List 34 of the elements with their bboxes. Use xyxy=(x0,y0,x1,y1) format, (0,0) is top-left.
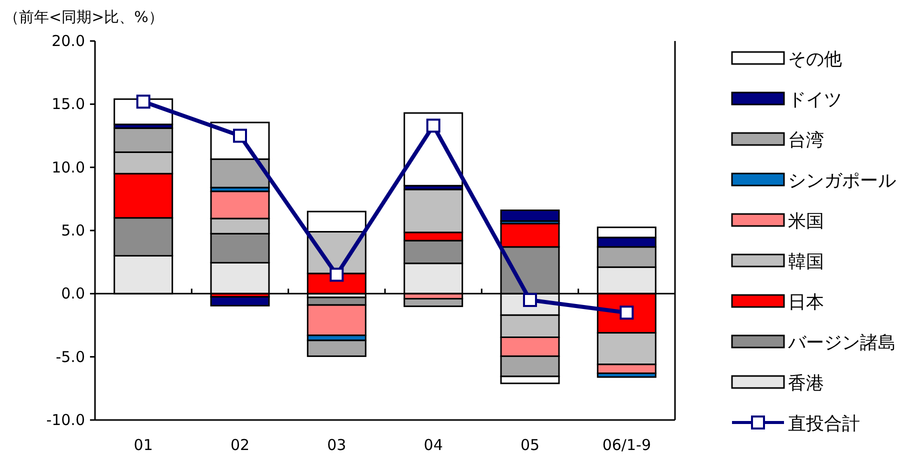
y-tick-label: 20.0 xyxy=(52,32,85,50)
x-tick-label: 04 xyxy=(424,436,443,454)
legend-label: その他 xyxy=(788,49,842,70)
legend-その他: その他 xyxy=(731,49,842,70)
x-tick-label: 06/1-9 xyxy=(602,436,651,454)
legend-label: シンガポール xyxy=(788,170,896,192)
x-tick-label: 03 xyxy=(327,436,346,454)
y-tick-label: 10.0 xyxy=(52,158,85,176)
y-tick-label: -5.0 xyxy=(56,348,85,366)
legend-日本: 日本 xyxy=(731,292,824,313)
y-tick-label: -10.0 xyxy=(46,411,85,429)
legend-label: 日本 xyxy=(788,292,824,313)
x-tick-label: 05 xyxy=(520,436,540,454)
legend-香港: 香港 xyxy=(731,373,824,394)
legend-ドイツ: ドイツ xyxy=(731,90,842,110)
legend-label: 直投合計 xyxy=(788,414,860,434)
legend-label: 米国 xyxy=(788,211,824,232)
y-tick-label: 15.0 xyxy=(52,95,85,114)
legend-label: 香港 xyxy=(788,373,824,394)
legend-label: 台湾 xyxy=(788,130,824,151)
y-axis-title: （前年<同期>比、%） xyxy=(4,8,164,26)
y-tick-label: 5.0 xyxy=(61,222,85,240)
legend-米国: 米国 xyxy=(731,211,824,232)
legend-韓国: 韓国 xyxy=(731,252,824,272)
y-tick-label: 0.0 xyxy=(61,284,85,303)
legend-直投合計: 直投合計 xyxy=(732,414,860,434)
x-tick-label: 01 xyxy=(134,436,153,454)
legend-台湾: 台湾 xyxy=(731,130,824,151)
legend-バージン諸島: バージン諸島 xyxy=(731,332,896,354)
x-tick-label: 02 xyxy=(230,436,250,454)
legend-label: ドイツ xyxy=(788,90,842,110)
legend-label: バージン諸島 xyxy=(787,332,896,354)
legend-シンガポール: シンガポール xyxy=(731,170,896,192)
legend-label: 韓国 xyxy=(788,252,824,272)
